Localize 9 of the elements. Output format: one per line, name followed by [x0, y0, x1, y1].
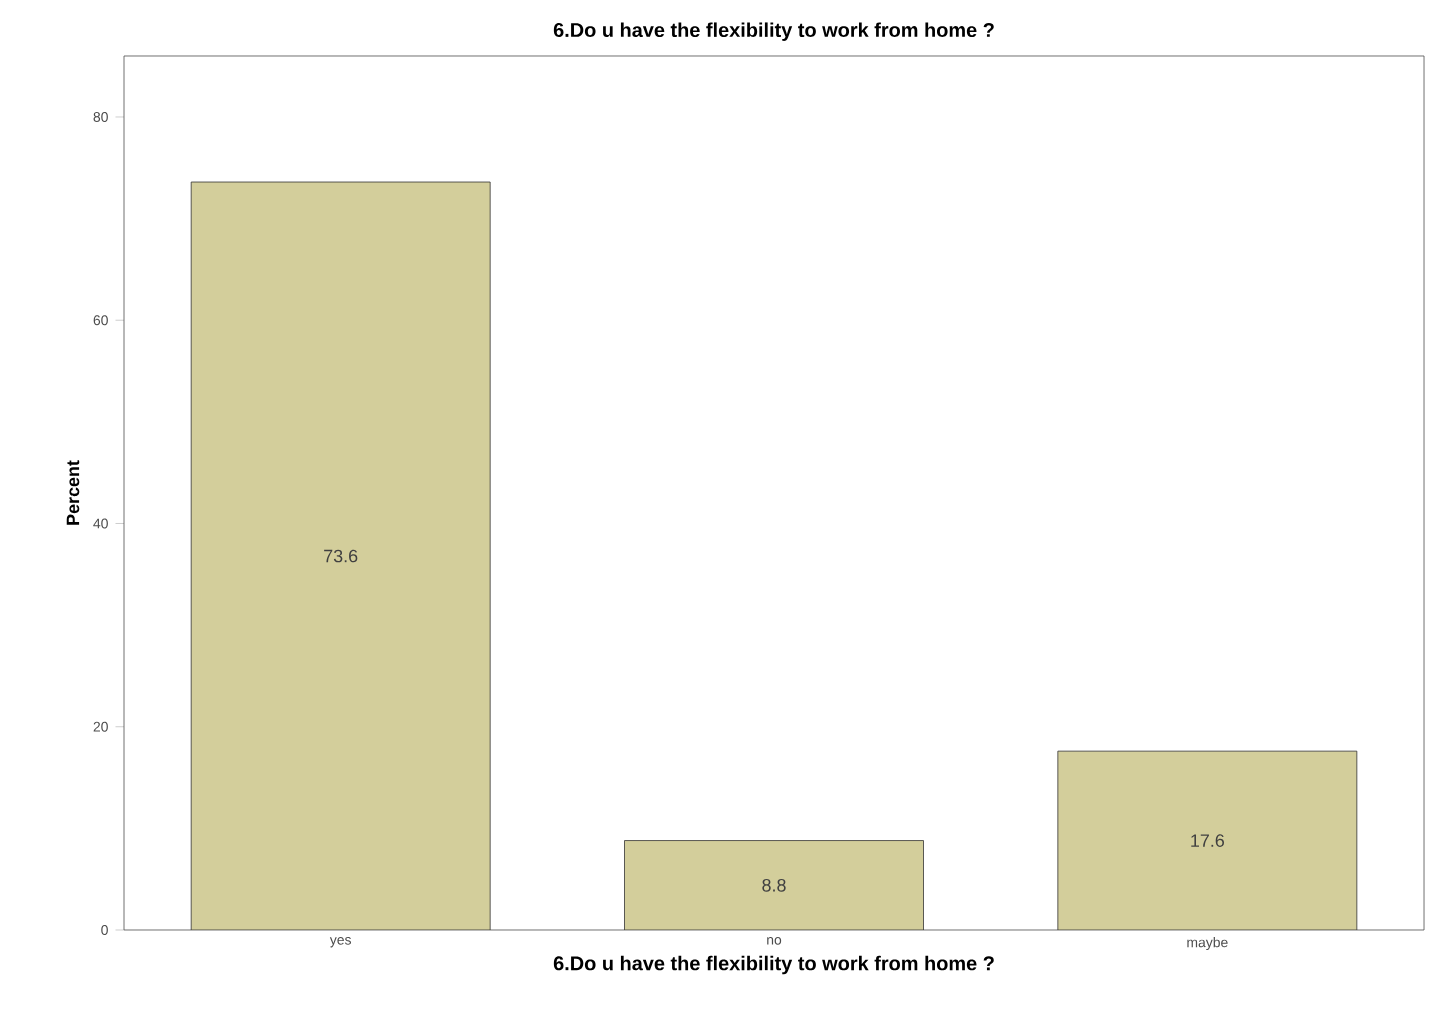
x-axis-title: 6.Do u have the flexibility to work from home ?: [553, 955, 994, 975]
data-label: 73.6: [324, 549, 358, 563]
chart-title: 6.Do u have the flexibility to work from home ?: [553, 22, 994, 41]
bar: [624, 840, 924, 930]
bar: [1057, 750, 1358, 930]
data-label: 17.6: [1191, 834, 1225, 847]
bar: [190, 181, 491, 930]
y-axis-title: Percent: [66, 460, 80, 525]
data-label: 8.8: [762, 878, 786, 892]
